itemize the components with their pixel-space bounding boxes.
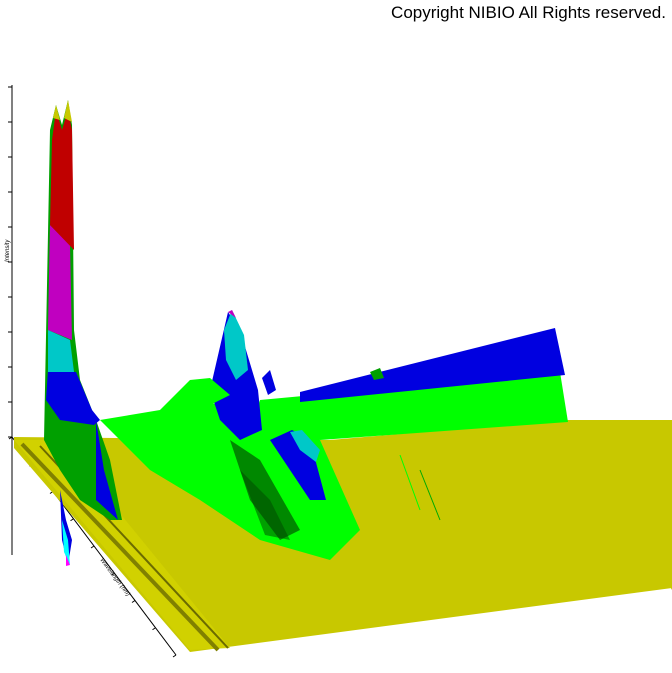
back-band-yellow xyxy=(330,420,672,590)
x-tick xyxy=(8,436,13,440)
z-axis-ticks xyxy=(8,86,12,438)
x-tick xyxy=(172,654,177,658)
surface-detail xyxy=(160,368,441,521)
x-tick xyxy=(70,518,74,522)
x-tick xyxy=(111,572,115,576)
x-tick xyxy=(152,627,156,631)
front-ridge xyxy=(20,442,220,652)
x-tick xyxy=(90,545,95,549)
back-band-blue xyxy=(300,328,565,402)
secondary-peak xyxy=(100,310,360,560)
x-tick xyxy=(131,600,136,603)
z-axis: Intensity xyxy=(5,85,13,438)
z-axis-label: Intensity xyxy=(5,239,11,262)
main-peak xyxy=(44,100,122,566)
copyright-notice: Copyright NIBIO All Rights reserved. xyxy=(391,3,666,22)
back-band-green xyxy=(250,372,568,440)
